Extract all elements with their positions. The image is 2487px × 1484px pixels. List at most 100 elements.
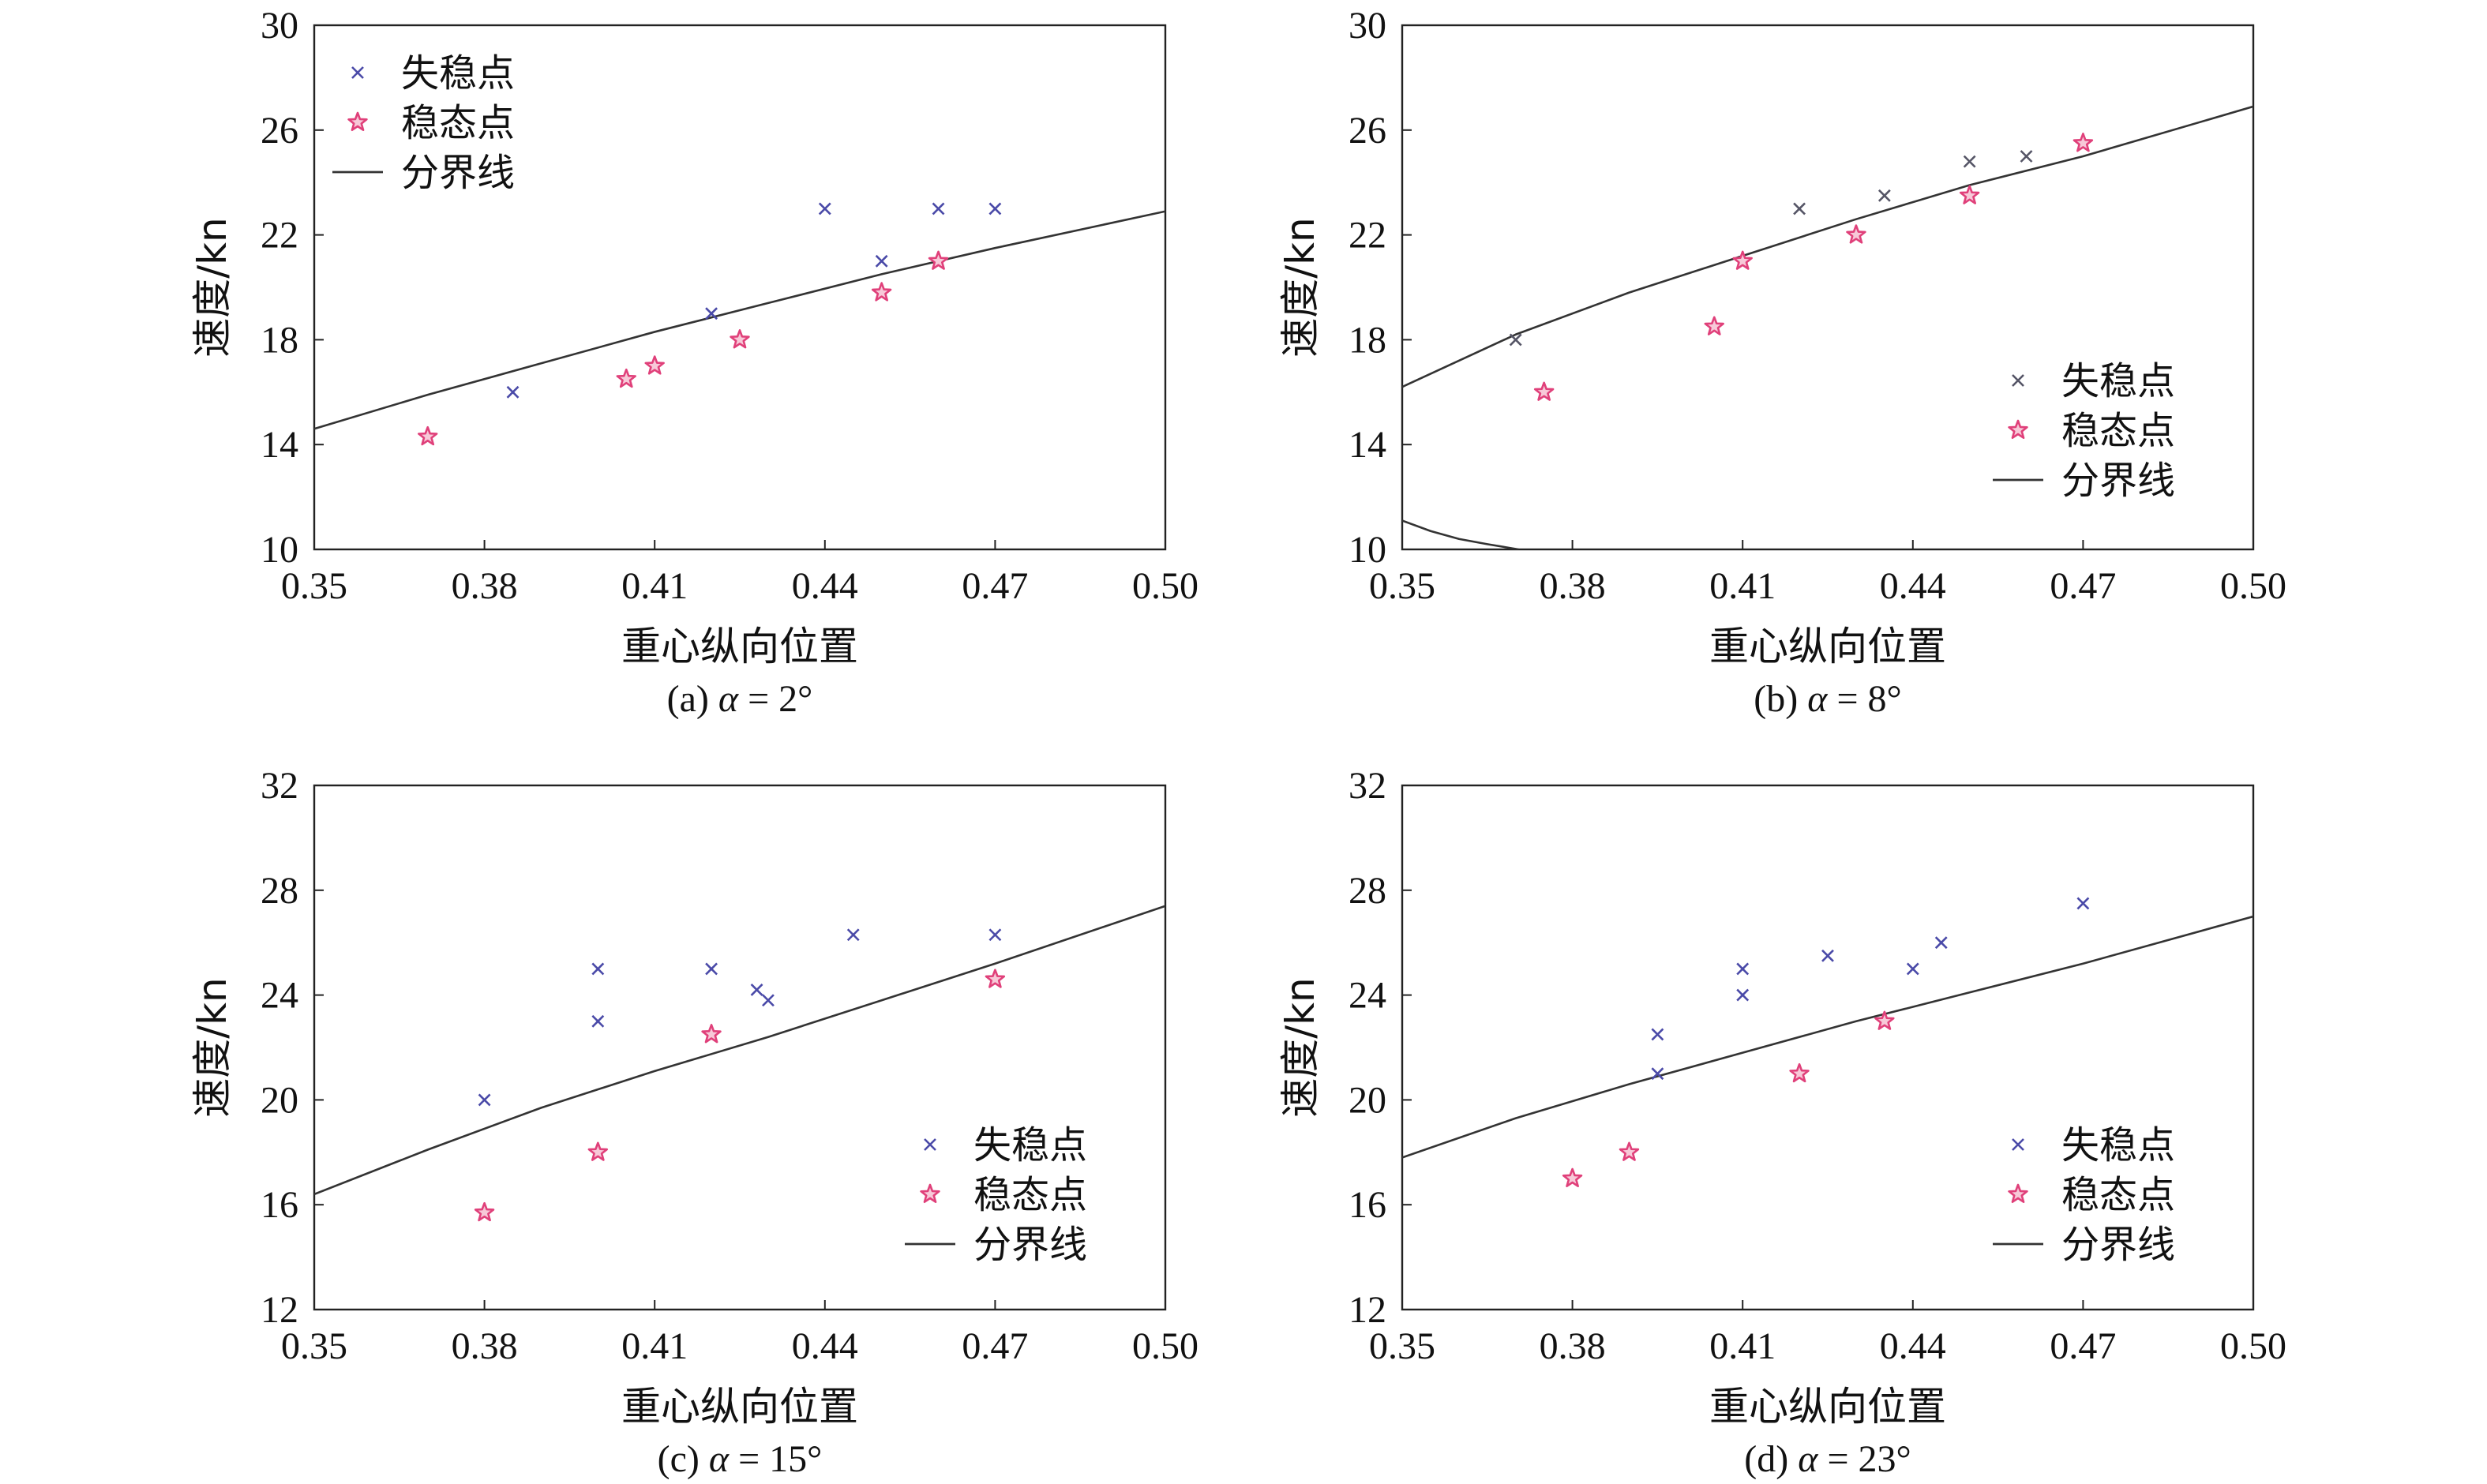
legend-label: 分界线 <box>2061 1223 2175 1267</box>
boundary-line <box>314 905 1165 1196</box>
legend-stable-marker <box>347 111 368 132</box>
legend-label: 稳态点 <box>973 1173 1087 1217</box>
stable-point <box>730 329 750 349</box>
legend-unstable-marker <box>924 1138 936 1151</box>
unstable-point <box>846 928 860 942</box>
stable-point <box>701 1024 722 1044</box>
subplot-caption: (d) α = 23° <box>1744 1438 1911 1480</box>
y-tick-label: 32 <box>1349 765 1386 807</box>
stable-point <box>985 969 1006 988</box>
unstable-point <box>1736 988 1750 1002</box>
x-tick-label: 0.35 <box>1369 565 1435 607</box>
unstable-point <box>1934 936 1948 950</box>
legend-label: 失稳点 <box>973 1123 1087 1167</box>
legend-unstable-marker <box>351 66 364 79</box>
boundary-line <box>1402 105 2253 388</box>
unstable-point <box>1877 189 1891 202</box>
y-axis-label: 速度/kn <box>189 217 235 358</box>
y-tick-label: 12 <box>1349 1289 1386 1331</box>
stable-point <box>1533 381 1555 401</box>
stable-point <box>871 282 892 302</box>
stable-point <box>1704 316 1724 335</box>
x-tick-label: 0.41 <box>1709 1325 1776 1367</box>
x-tick-label: 0.44 <box>1880 1325 1946 1367</box>
stable-point <box>1874 1010 1895 1030</box>
x-tick-label: 0.38 <box>452 1325 518 1367</box>
y-axis-label: 速度/kn <box>1277 217 1323 358</box>
y-tick-label: 18 <box>261 319 298 361</box>
y-tick-label: 10 <box>1349 529 1386 571</box>
stable-point <box>1846 224 1866 244</box>
x-axis-label: 重心纵向位置 <box>1709 624 1946 669</box>
y-tick-label: 30 <box>261 5 298 47</box>
subplot-b: 0.35 0.38 0.41 0.44 0.47 0.50 10 14 18 22 26 30 重心纵向… <box>1277 5 2286 720</box>
x-tick-label: 0.44 <box>792 1325 858 1367</box>
x-tick-label: 0.47 <box>2050 1325 2116 1367</box>
unstable-point <box>1793 202 1806 215</box>
unstable-point <box>591 962 605 976</box>
subplot-caption: (a) α = 2° <box>667 678 813 720</box>
legend-label: 稳态点 <box>2061 1173 2175 1217</box>
x-tick-label: 0.44 <box>792 565 858 607</box>
unstable-point <box>1963 155 1976 168</box>
y-tick-label: 26 <box>261 110 298 152</box>
x-tick-label: 0.35 <box>281 565 347 607</box>
stable-point <box>1959 185 1980 204</box>
unstable-point <box>818 202 831 215</box>
y-tick-label: 26 <box>1349 110 1386 152</box>
plot-frame <box>1401 24 2255 551</box>
y-tick-label: 18 <box>1349 319 1386 361</box>
legend-label: 稳态点 <box>2061 409 2175 453</box>
legend-unstable-marker <box>2012 1138 2024 1151</box>
x-axis-label: 重心纵向位置 <box>621 624 858 669</box>
stable-point <box>418 425 438 446</box>
y-tick-label: 12 <box>261 1289 298 1331</box>
unstable-point <box>506 385 520 399</box>
unstable-point <box>478 1093 491 1107</box>
subplot-a: 0.35 0.38 0.41 0.44 0.47 0.50 10 14 18 22 26 30 重心纵向… <box>189 5 1198 720</box>
y-tick-label: 24 <box>1349 975 1386 1017</box>
subplot-caption: (c) α = 15° <box>658 1438 823 1480</box>
plot-frame <box>1401 784 2255 1311</box>
legend-stable-marker <box>920 1183 940 1204</box>
unstable-point <box>988 928 1002 942</box>
y-tick-label: 20 <box>1349 1079 1386 1121</box>
legend-stable-marker <box>2008 1183 2028 1204</box>
unstable-point <box>932 202 945 215</box>
subplot-c: 0.35 0.38 0.41 0.44 0.47 0.50 12 16 20 24 28 32 重心纵向… <box>189 765 1198 1480</box>
subplot-caption: (b) α = 8° <box>1754 678 1901 720</box>
unstable-point <box>1821 949 1834 962</box>
stable-point <box>587 1141 609 1161</box>
x-tick-label: 0.41 <box>1709 565 1776 607</box>
legend-stable-marker <box>2008 419 2028 440</box>
subplot-d: 0.35 0.38 0.41 0.44 0.47 0.50 12 16 20 24 28 32 重心纵向… <box>1277 765 2286 1480</box>
boundary-line-lower <box>1402 519 1519 549</box>
x-tick-label: 0.44 <box>1880 565 1946 607</box>
unstable-point <box>1736 962 1750 976</box>
unstable-point <box>705 962 718 976</box>
x-tick-label: 0.50 <box>1132 1325 1198 1367</box>
stable-point <box>644 355 665 375</box>
y-tick-label: 14 <box>261 424 298 466</box>
y-tick-label: 22 <box>1349 215 1386 257</box>
legend-label: 失稳点 <box>401 51 515 96</box>
legend-label: 失稳点 <box>2061 359 2175 403</box>
stable-point <box>1732 250 1753 270</box>
unstable-point <box>591 1014 605 1028</box>
unstable-point <box>1509 333 1522 347</box>
unstable-point <box>875 254 888 268</box>
unstable-point <box>750 984 763 996</box>
y-tick-label: 28 <box>1349 870 1386 912</box>
y-tick-label: 16 <box>261 1184 298 1226</box>
y-tick-label: 20 <box>261 1079 298 1121</box>
x-axis-label: 重心纵向位置 <box>1709 1384 1946 1430</box>
y-tick-label: 22 <box>261 215 298 257</box>
unstable-point <box>2020 150 2033 163</box>
unstable-point <box>988 202 1002 215</box>
unstable-point <box>1651 1028 1664 1041</box>
legend-label: 分界线 <box>401 151 515 195</box>
